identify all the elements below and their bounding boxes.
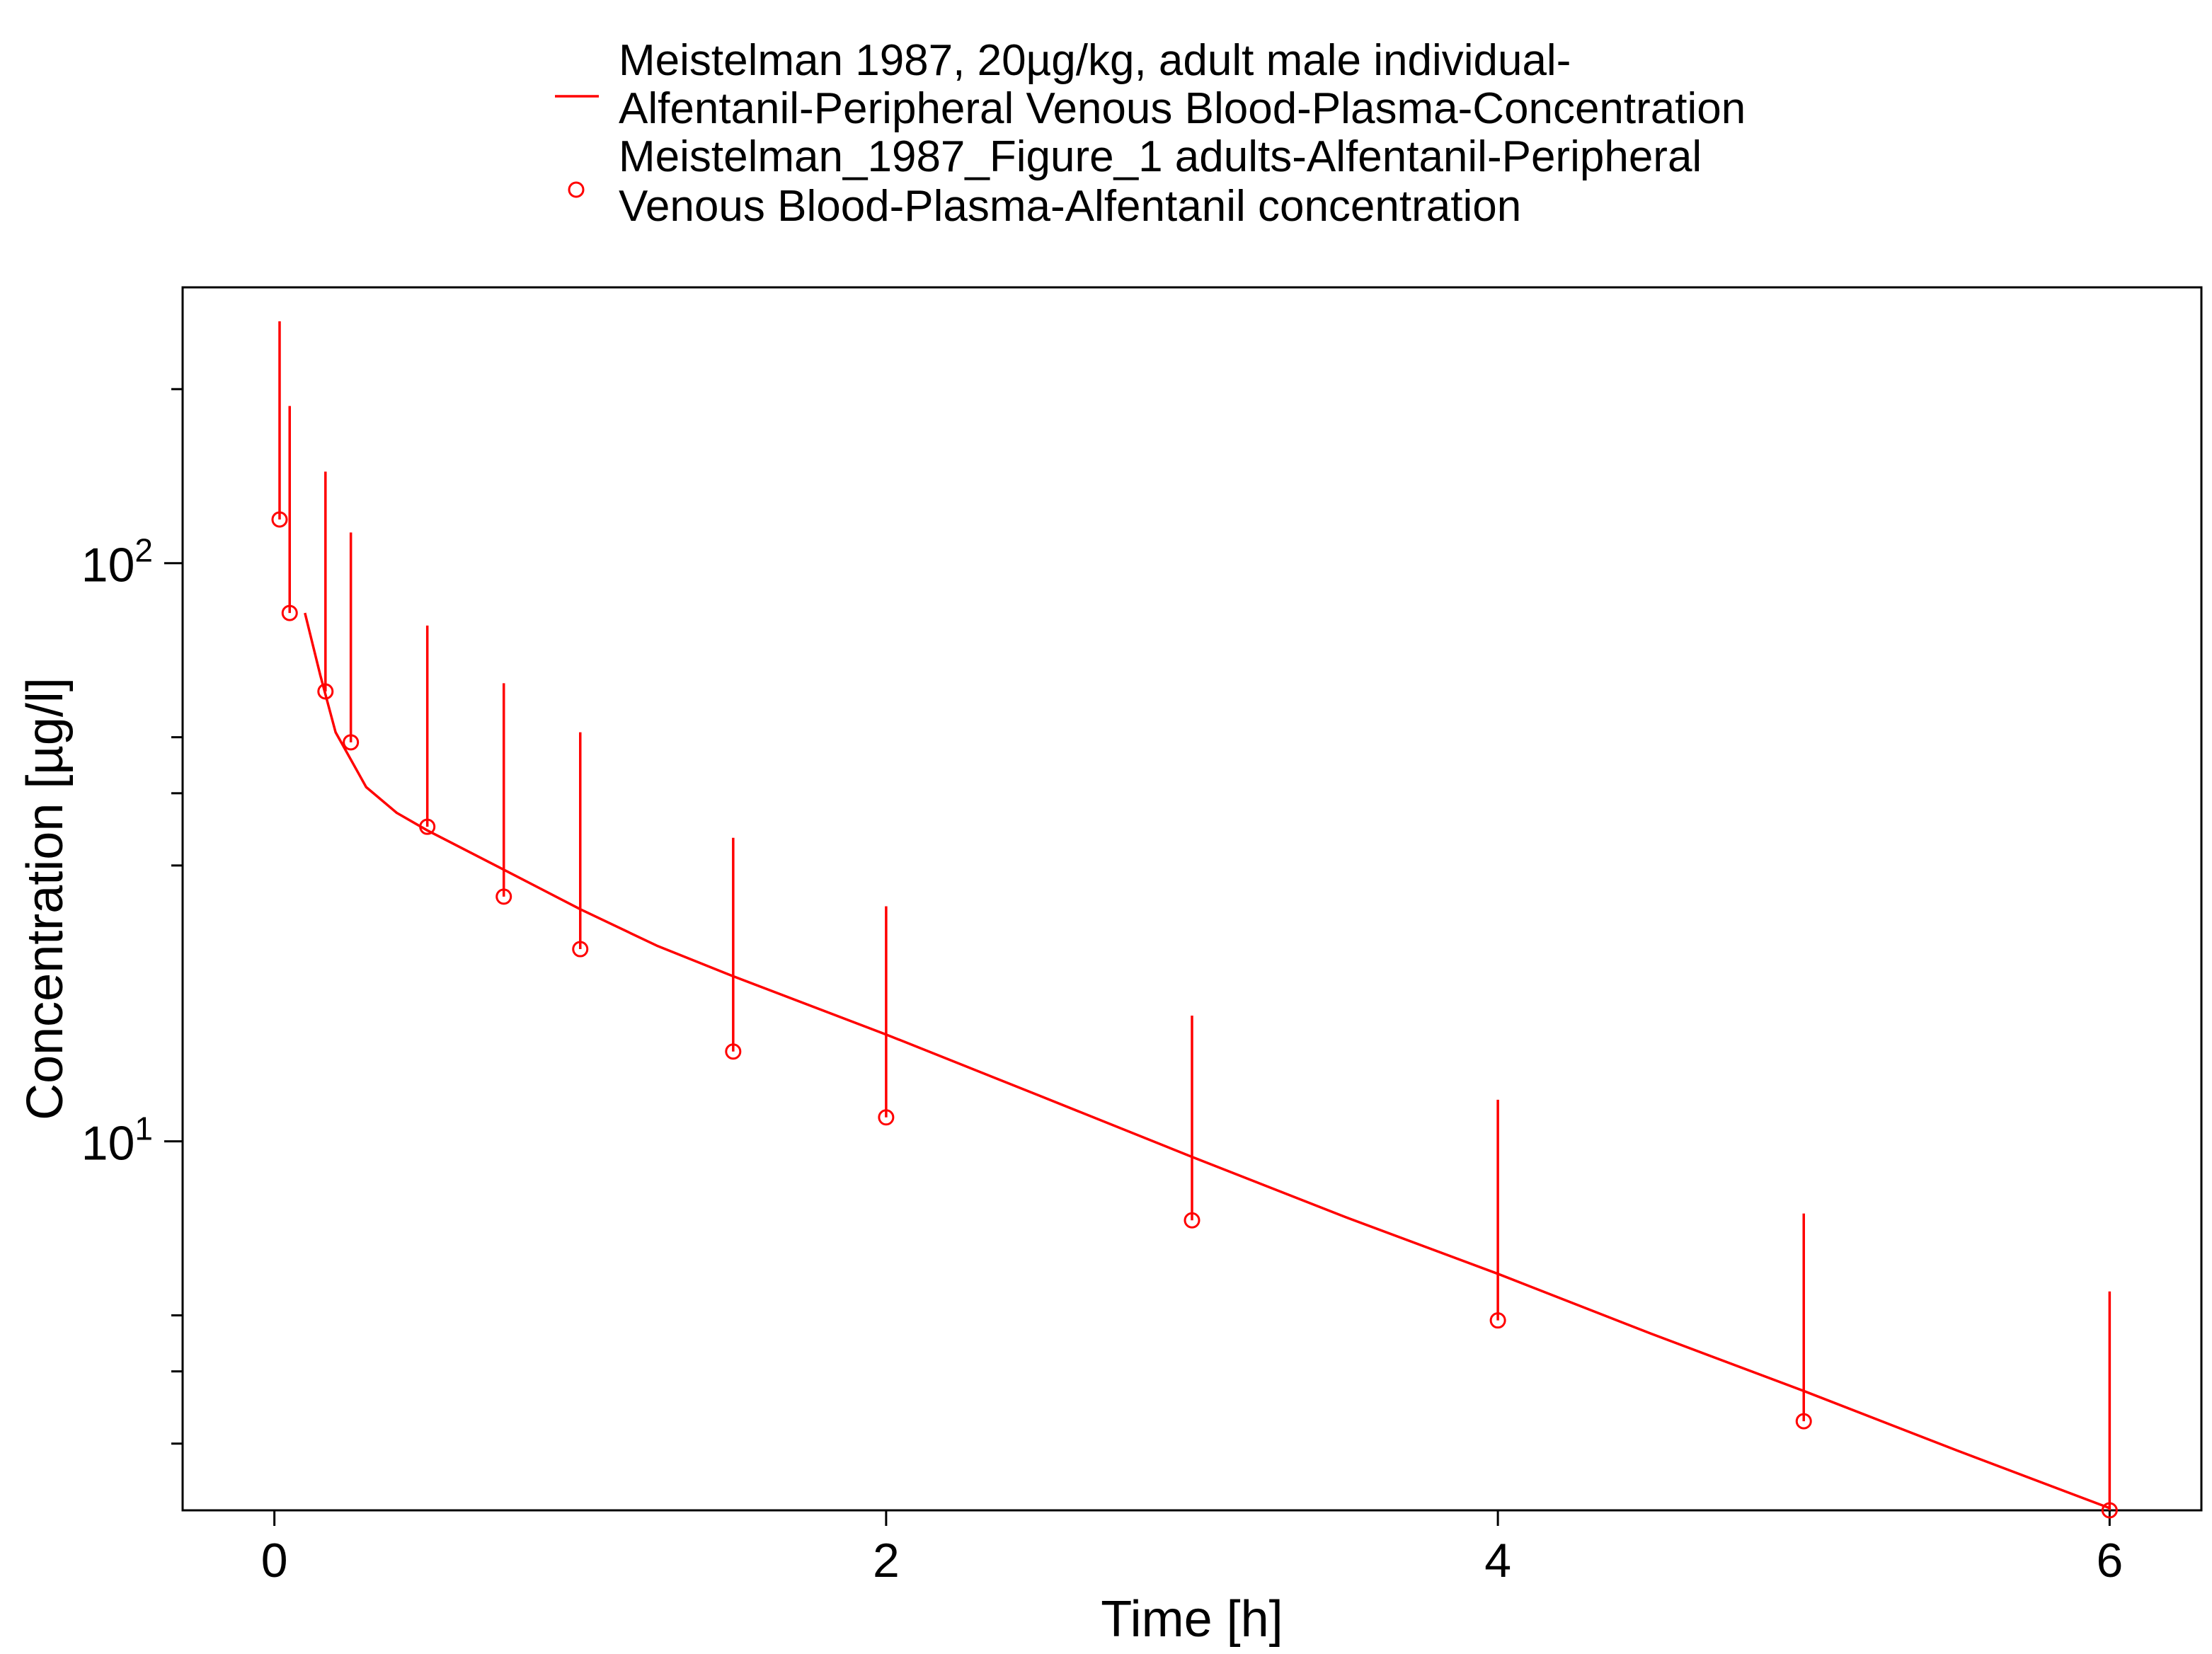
legend-label: Alfentanil-Peripheral Venous Blood-Plasm… xyxy=(619,84,1746,133)
y-tick-label: 101 xyxy=(81,1110,153,1171)
legend-label: Meistelman 1987, 20µg/kg, adult male ind… xyxy=(619,36,1571,85)
y-axis-label: Concentration [µg/l] xyxy=(17,677,74,1120)
x-tick-label: 6 xyxy=(2096,1534,2123,1587)
y-axis: 101 102 xyxy=(81,389,183,1444)
legend-label: Meistelman_1987_Figure_1 adults-Alfentan… xyxy=(619,132,1702,181)
legend: Meistelman 1987, 20µg/kg, adult male ind… xyxy=(555,36,1746,231)
simulation-line xyxy=(305,613,2110,1508)
x-tick-label: 0 xyxy=(261,1534,288,1587)
plot-area xyxy=(273,321,2116,1517)
x-tick-label: 4 xyxy=(1484,1534,1511,1587)
x-tick-label: 2 xyxy=(873,1534,900,1587)
plot-frame xyxy=(183,287,2201,1510)
x-axis: 0 2 4 6 xyxy=(261,1510,2124,1587)
legend-label: Venous Blood-Plasma-Alfentanil concentra… xyxy=(619,182,1521,231)
x-axis-label: Time [h] xyxy=(1101,1591,1283,1648)
legend-circle-swatch xyxy=(569,183,583,197)
y-tick-label: 102 xyxy=(81,532,153,592)
